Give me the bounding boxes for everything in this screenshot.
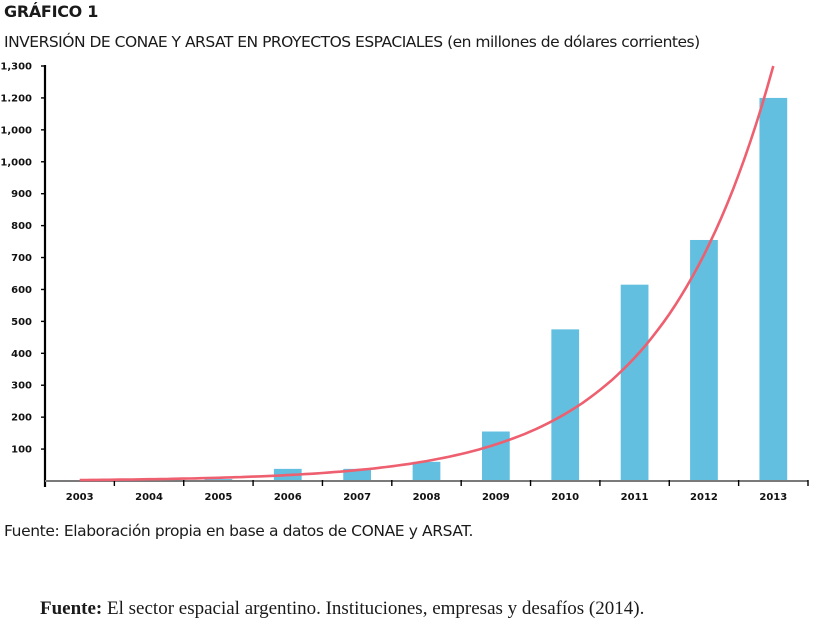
citation-text: El sector espacial argentino. Institucio… — [102, 598, 645, 619]
bar-2008 — [412, 461, 441, 481]
y-tick-label: 1,000 — [0, 125, 32, 136]
bar-2012 — [690, 239, 718, 481]
bar-2013 — [759, 97, 788, 481]
y-tick-label: 1,300 — [0, 62, 32, 73]
x-tick-label: 2007 — [343, 492, 371, 503]
bar-2011 — [620, 284, 649, 481]
y-tick-label: 200 — [11, 413, 32, 424]
citation: Fuente: El sector espacial argentino. In… — [40, 598, 644, 620]
x-tick-label: 2011 — [621, 492, 649, 503]
x-tick-label: 2005 — [204, 492, 232, 503]
bars — [65, 97, 788, 481]
y-tick-label: 400 — [11, 349, 32, 360]
x-tick-label: 2003 — [66, 492, 94, 503]
y-tick-label: 600 — [11, 285, 32, 296]
bar-2010 — [551, 329, 580, 481]
y-tick-label: 500 — [11, 317, 32, 328]
y-axis: 100 200 300 400 500 600 700 800 900 1,000 1,000 1.2… — [0, 62, 47, 487]
figure-label: GRÁFICO 1 — [4, 2, 99, 21]
y-tick-label: 700 — [11, 253, 32, 264]
y-tick-label: 1,000 — [0, 157, 32, 168]
bar-chart: 100 200 300 400 500 600 700 800 900 1,000 1,000 1.2… — [0, 62, 809, 503]
y-tick-label: 100 — [11, 445, 32, 456]
citation-label: Fuente: — [40, 598, 103, 619]
x-tick-label: 2012 — [690, 492, 718, 503]
source-note: Fuente: Elaboración propia en base a dat… — [4, 522, 474, 540]
trend-line — [79, 65, 775, 482]
x-tick-label: 2008 — [413, 492, 441, 503]
x-tick-label: 2009 — [482, 492, 510, 503]
y-tick-label: 1.200 — [0, 93, 32, 104]
x-tick-label: 2010 — [551, 492, 579, 503]
bar-2009 — [481, 431, 510, 481]
y-tick-label: 300 — [11, 381, 32, 392]
y-tick-label: 800 — [11, 221, 32, 232]
x-tick-label: 2006 — [274, 492, 302, 503]
x-tick-label: 2004 — [135, 492, 163, 503]
y-tick-label: 900 — [11, 189, 32, 200]
x-axis: 2003 2004 2005 2006 2007 2008 2009 2010 2011 2012… — [45, 480, 809, 503]
x-tick-label: 2013 — [759, 492, 787, 503]
chart-title: INVERSIÓN DE CONAE Y ARSAT EN PROYECTOS … — [4, 33, 700, 51]
